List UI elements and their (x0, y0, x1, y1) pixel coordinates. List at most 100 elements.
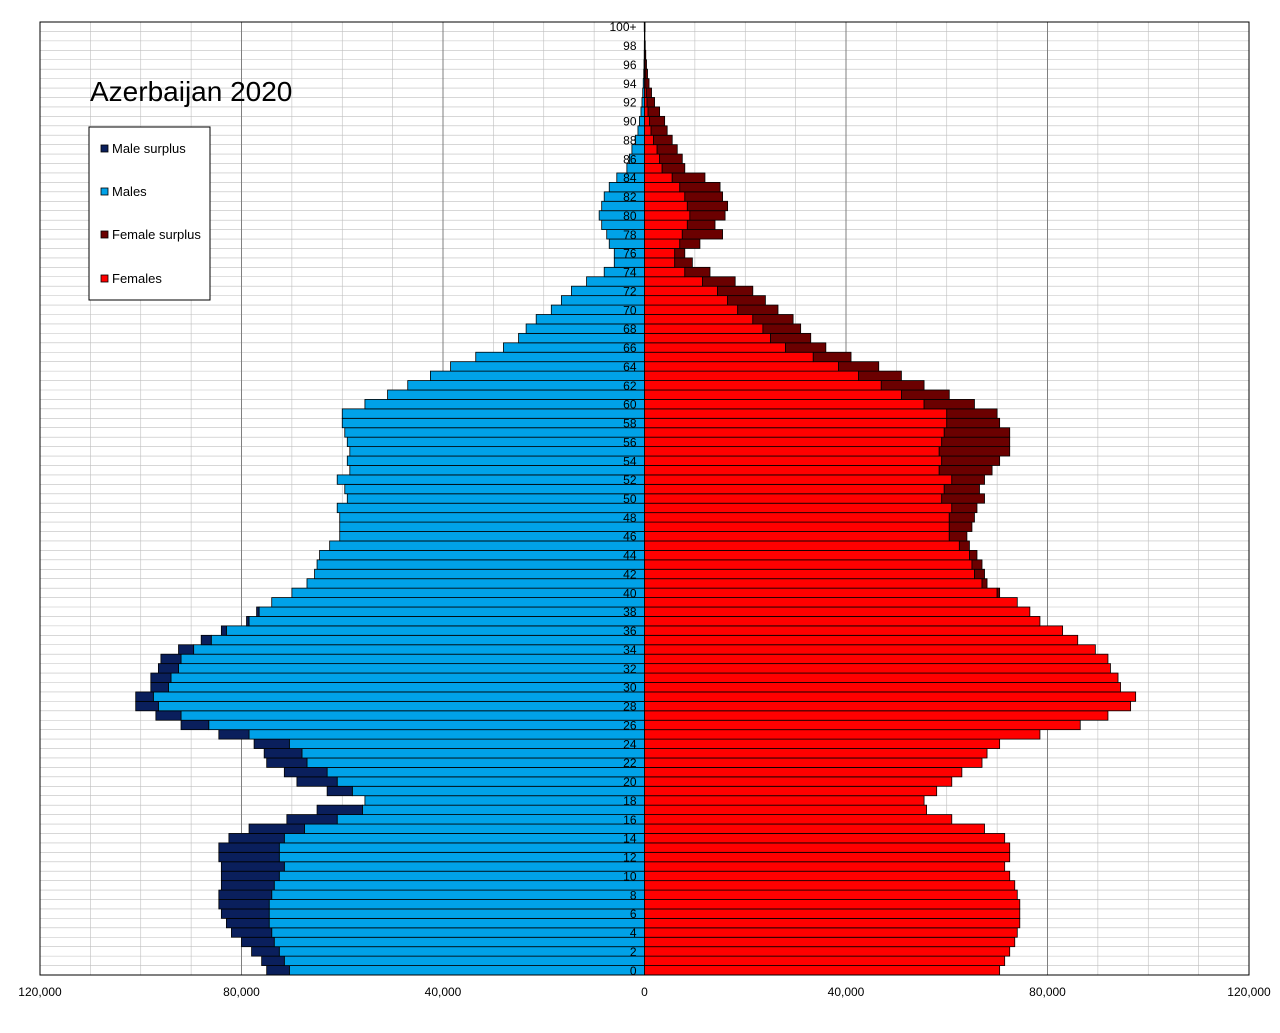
bar-males (304, 824, 644, 833)
bar-females (645, 607, 1030, 616)
bar-males (347, 494, 644, 503)
bar-males (340, 532, 645, 541)
bar-females (645, 315, 753, 324)
age-label: 22 (623, 756, 637, 770)
bar-female-surplus (881, 381, 924, 390)
bar-female-surplus (974, 569, 984, 578)
bar-females (645, 645, 1096, 654)
bar-males (340, 522, 645, 531)
bar-males (352, 786, 644, 795)
bar-male-surplus (262, 956, 285, 965)
age-label: 30 (623, 681, 637, 695)
bar-males (327, 767, 644, 776)
bar-male-surplus (221, 626, 226, 635)
legend: Male surplus Males Female surplus Female… (89, 127, 210, 300)
bar-male-surplus (226, 918, 269, 927)
bar-male-surplus (254, 739, 289, 748)
bar-males (292, 588, 645, 597)
bar-males (641, 107, 645, 116)
bar-female-surplus (685, 192, 723, 201)
bar-female-surplus (645, 41, 646, 50)
x-tick-label: 120,000 (1227, 985, 1271, 999)
bar-males (388, 390, 645, 399)
bar-male-surplus (219, 730, 249, 739)
bar-males (284, 833, 644, 842)
bar-male-surplus (219, 843, 279, 852)
bar-males (320, 550, 645, 559)
bar-male-surplus (327, 786, 352, 795)
bar-female-surplus (682, 230, 722, 239)
x-tick-label: 40,000 (425, 985, 462, 999)
bar-female-surplus (647, 97, 655, 106)
bar-males (153, 692, 644, 701)
bar-females (645, 220, 688, 229)
bar-males (635, 135, 644, 144)
bar-males (168, 682, 644, 691)
bar-female-surplus (687, 201, 727, 210)
age-label: 64 (623, 360, 637, 374)
age-label: 44 (623, 549, 637, 563)
bar-female-surplus (660, 154, 683, 163)
bar-females (645, 258, 675, 267)
bar-female-surplus (672, 173, 705, 182)
bar-females (645, 928, 1018, 937)
bar-male-surplus (221, 881, 274, 890)
bar-male-surplus (229, 833, 284, 842)
bar-males (194, 645, 645, 654)
bar-females (645, 305, 738, 314)
age-label: 58 (623, 417, 637, 431)
bar-females (645, 230, 683, 239)
bar-females (645, 201, 688, 210)
bar-females (645, 192, 685, 201)
bar-female-surplus (654, 135, 673, 144)
chart-title: Azerbaijan 2020 (90, 76, 292, 107)
bar-male-surplus (287, 815, 337, 824)
bar-females (645, 277, 703, 286)
bar-female-surplus (947, 418, 1000, 427)
age-label: 74 (623, 266, 637, 280)
legend-item-male-surplus: Male surplus (101, 141, 186, 156)
age-label: 0 (630, 964, 637, 978)
age-label: 12 (623, 851, 637, 865)
bar-females (645, 616, 1040, 625)
age-label: 88 (623, 133, 637, 147)
bar-males (269, 909, 644, 918)
age-label: 72 (623, 284, 637, 298)
bar-male-surplus (264, 749, 302, 758)
age-label: 68 (623, 322, 637, 336)
bar-female-surplus (944, 428, 1009, 437)
bar-female-surplus (859, 371, 902, 380)
bar-females (645, 447, 940, 456)
bar-female-surplus (770, 333, 810, 342)
age-label: 40 (623, 586, 637, 600)
bar-females (645, 173, 673, 182)
age-label: 36 (623, 624, 637, 638)
bar-females (645, 399, 925, 408)
bar-male-surplus (297, 777, 337, 786)
bar-females (645, 352, 814, 361)
bar-female-surplus (813, 352, 851, 361)
bar-females (645, 248, 675, 257)
age-label: 90 (623, 115, 637, 129)
bar-males (269, 900, 644, 909)
bar-female-surplus (982, 579, 987, 588)
bar-male-surplus (219, 852, 279, 861)
bar-females (645, 532, 950, 541)
bar-males (342, 418, 644, 427)
bar-females (645, 135, 654, 144)
bar-female-surplus (942, 494, 985, 503)
bar-females (645, 494, 942, 503)
bar-females (645, 777, 952, 786)
age-label: 76 (623, 247, 637, 261)
bar-female-surplus (944, 484, 979, 493)
age-label: 70 (623, 303, 637, 317)
bar-males (337, 815, 644, 824)
bar-males (330, 541, 645, 550)
bar-female-surplus (997, 588, 1000, 597)
bar-females (645, 107, 649, 116)
age-label: 62 (623, 379, 637, 393)
bar-female-surplus (939, 465, 992, 474)
legend-label-females: Females (112, 271, 162, 286)
bar-females (645, 456, 942, 465)
